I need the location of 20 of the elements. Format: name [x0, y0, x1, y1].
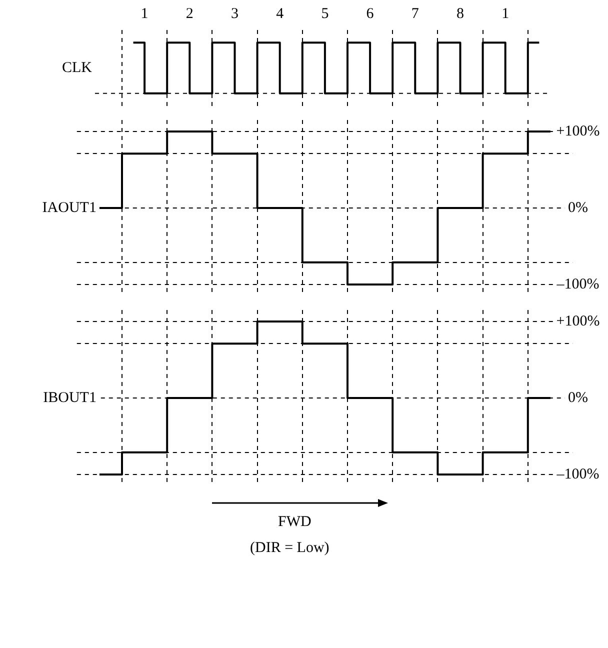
text: 5	[321, 6, 329, 22]
text: 4	[276, 6, 284, 22]
y-tick-label: +100%	[556, 313, 600, 330]
y-axis-title: CLK	[62, 60, 92, 76]
y-tick-label: 0%	[568, 200, 588, 216]
text: 6	[366, 6, 374, 22]
y-axis-title: IBOUT1	[43, 390, 96, 406]
text: 2	[186, 6, 194, 22]
text: 7	[411, 6, 420, 22]
text: 8	[456, 6, 464, 22]
text: 1	[140, 6, 148, 22]
text: 3	[231, 6, 238, 22]
y-tick-label: +100%	[556, 123, 600, 140]
text: 1	[502, 6, 510, 22]
text: FWD	[278, 514, 312, 531]
text: (DIR = Low)	[250, 540, 330, 557]
y-tick-label: –100%	[556, 466, 600, 482]
y-axis-title: IAOUT1	[42, 200, 96, 216]
y-tick-label: 0%	[568, 390, 588, 406]
y-tick-label: –100%	[556, 276, 600, 292]
